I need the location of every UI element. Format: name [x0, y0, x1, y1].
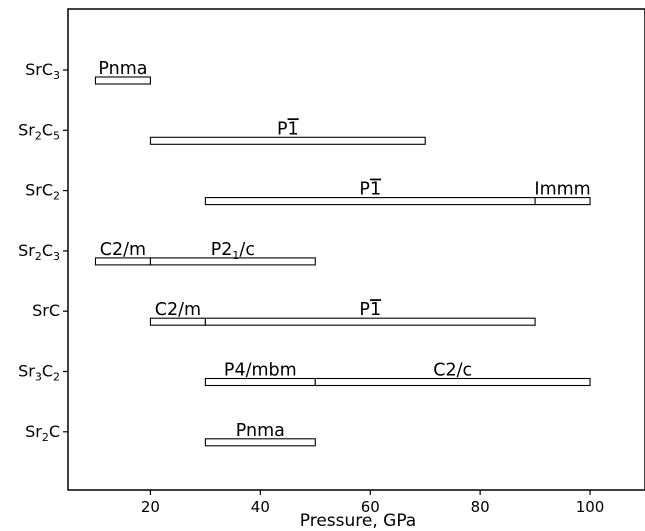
phase-bar — [204, 438, 316, 447]
compound-label: Sr2C — [25, 422, 60, 444]
phase-label: P1 — [359, 300, 381, 320]
phase-label: P4/mbm — [224, 361, 297, 381]
x-tick-label: 20 — [141, 498, 160, 516]
x-tick-label: 40 — [251, 498, 270, 516]
phase-label: C2/m — [100, 240, 146, 260]
x-tick-label: 80 — [471, 498, 490, 516]
compound-label: SrC3 — [25, 60, 60, 82]
phase-bar — [94, 76, 151, 85]
phase-bar — [534, 197, 591, 206]
phase-label: Immm — [534, 180, 590, 200]
plot-frame — [67, 8, 645, 491]
phase-bar — [149, 136, 426, 145]
phase-label: C2/c — [433, 361, 472, 381]
phase-bar — [149, 257, 316, 266]
x-axis-label: Pressure, GPa — [300, 511, 416, 531]
phase-bars: Pnma P1 P1 Immm C2/m P21/c C2/m P1 P4/mbm C2/c Pnm… — [94, 59, 591, 447]
phase-bar — [314, 377, 591, 387]
phase-label: P1 — [277, 119, 299, 139]
phase-label: Pnma — [236, 421, 285, 441]
phase-bar — [204, 317, 536, 326]
x-tick-label: 100 — [576, 498, 605, 516]
compound-label: SrC — [32, 301, 60, 320]
compound-label: Sr3C2 — [18, 362, 60, 384]
phase-label: Pnma — [98, 59, 147, 79]
phase-label: C2/m — [155, 300, 201, 320]
compound-label: Sr2C5 — [18, 120, 60, 142]
phase-label: P21/c — [211, 240, 255, 262]
x-tick-label: 60 — [361, 498, 380, 516]
compound-label: SrC2 — [25, 181, 60, 203]
phase-label: P1 — [359, 180, 381, 200]
axis-ticks: 20 40 60 80 100 SrC3 Sr2C5 SrC2 Sr2C3 SrC Sr3C2 Sr2… — [18, 60, 604, 516]
compound-label: Sr2C3 — [18, 241, 60, 263]
